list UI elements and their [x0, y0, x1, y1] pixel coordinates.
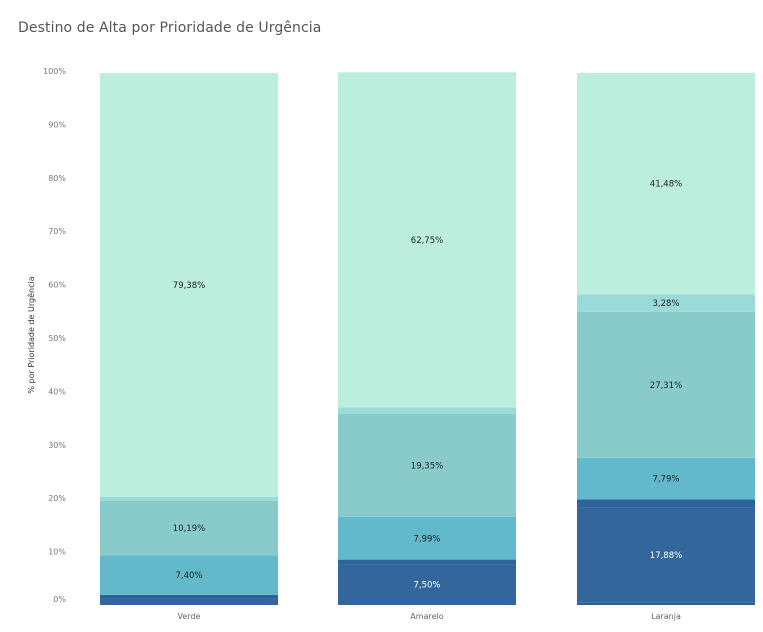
bar-segment: [338, 407, 516, 414]
bar-segment: [338, 559, 516, 565]
x-category-label: Amarelo: [410, 612, 443, 621]
bar-segment: [577, 294, 755, 312]
y-tick-label: 50%: [48, 334, 66, 343]
data-label: 7,79%: [652, 475, 679, 485]
bar-segment: [577, 499, 755, 508]
y-tick-label: 100%: [43, 67, 66, 76]
data-labels: 7,40% 10,19% 79,38% 7,50% 7,99% 19,35% 62,75% 1…: [173, 180, 682, 591]
x-category-label: Laranja: [651, 612, 681, 621]
y-axis-label: % por Prioridade de Urgência: [26, 276, 36, 393]
bar-segment: [100, 555, 278, 595]
bar-segment: [100, 598, 278, 605]
data-label: 7,99%: [413, 534, 440, 544]
bar-segment: [577, 72, 755, 295]
data-label: 62,75%: [411, 236, 443, 246]
y-tick-label: 0%: [53, 595, 66, 604]
data-label: 41,48%: [650, 180, 682, 190]
data-label: 17,88%: [650, 551, 682, 561]
data-label: 27,31%: [650, 381, 682, 391]
x-axis-categories: Verde Amarelo Laranja: [178, 612, 681, 621]
bar-segment: [100, 594, 278, 599]
y-tick-label: 10%: [48, 548, 66, 557]
bar-segment: [338, 413, 516, 517]
chart-title: Destino de Alta por Prioridade de Urgênc…: [18, 20, 322, 36]
bars: [100, 72, 755, 605]
bar-segment: [577, 457, 755, 500]
bar-segment: [577, 507, 755, 603]
x-category-label: Verde: [178, 612, 201, 621]
data-label: 7,50%: [413, 580, 440, 590]
y-tick-label: 30%: [48, 441, 66, 450]
y-tick-label: 40%: [48, 387, 66, 396]
bar-segment: [338, 72, 516, 408]
bar-segment: [100, 500, 278, 556]
y-axis-ticks: 0% 10% 20% 30% 40% 50% 60% 70% 80% 90% 100%: [43, 67, 66, 604]
bar-segment: [100, 497, 278, 501]
data-label: 10,19%: [173, 524, 205, 534]
y-tick-label: 70%: [48, 227, 66, 236]
bar-segment: [100, 604, 278, 605]
y-tick-label: 90%: [48, 120, 66, 129]
y-tick-label: 80%: [48, 174, 66, 183]
bar-segment: [577, 602, 755, 605]
bar-segment: [338, 564, 516, 605]
data-label: 7,40%: [175, 571, 202, 581]
data-label: 19,35%: [411, 461, 443, 471]
bar-segment: [577, 311, 755, 458]
y-tick-label: 20%: [48, 494, 66, 503]
data-label: 79,38%: [173, 281, 205, 291]
bar-segment: [338, 516, 516, 560]
bar-segment: [338, 604, 516, 605]
data-label: 3,28%: [652, 299, 679, 309]
y-tick-label: 60%: [48, 281, 66, 290]
bar-segment: [100, 73, 278, 498]
